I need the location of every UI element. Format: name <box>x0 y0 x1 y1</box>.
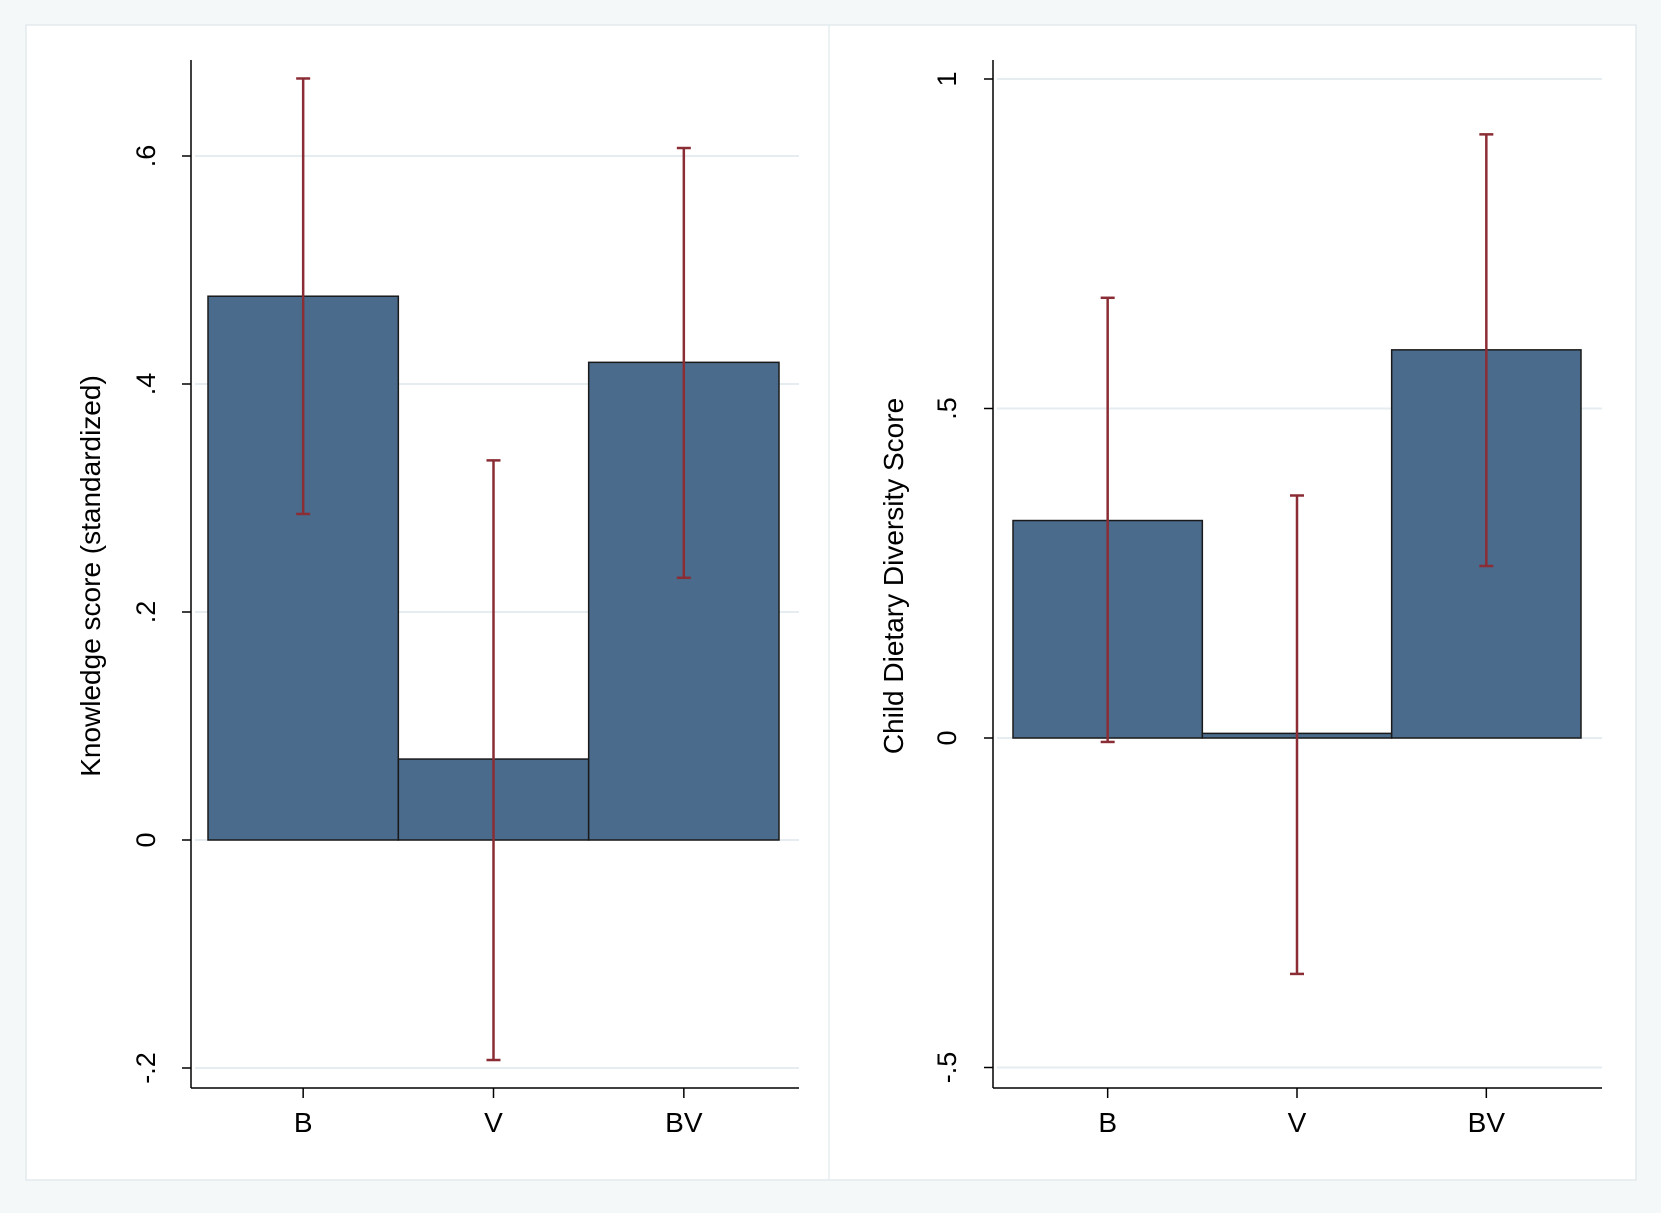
x-tick-label: BV <box>1468 1107 1506 1138</box>
y-tick-label: -.5 <box>932 1052 962 1084</box>
y-axis-title: Child Dietary Diversity Score <box>878 398 909 754</box>
x-tick-label: V <box>1288 1107 1307 1138</box>
y-tick-label: .5 <box>932 397 962 420</box>
y-tick-label: .4 <box>131 373 161 396</box>
y-tick-label: -.2 <box>131 1052 161 1084</box>
y-tick-label: 1 <box>932 71 962 86</box>
y-tick-label: 0 <box>932 730 962 745</box>
x-tick-label: B <box>294 1107 313 1138</box>
x-tick-label: V <box>484 1107 503 1138</box>
x-tick-label: BV <box>665 1107 703 1138</box>
y-tick-label: 0 <box>131 832 161 847</box>
y-axis-title: Knowledge score (standardized) <box>75 375 106 777</box>
y-tick-label: .6 <box>131 145 161 168</box>
x-tick-label: B <box>1098 1107 1117 1138</box>
y-tick-label: .2 <box>131 601 161 624</box>
